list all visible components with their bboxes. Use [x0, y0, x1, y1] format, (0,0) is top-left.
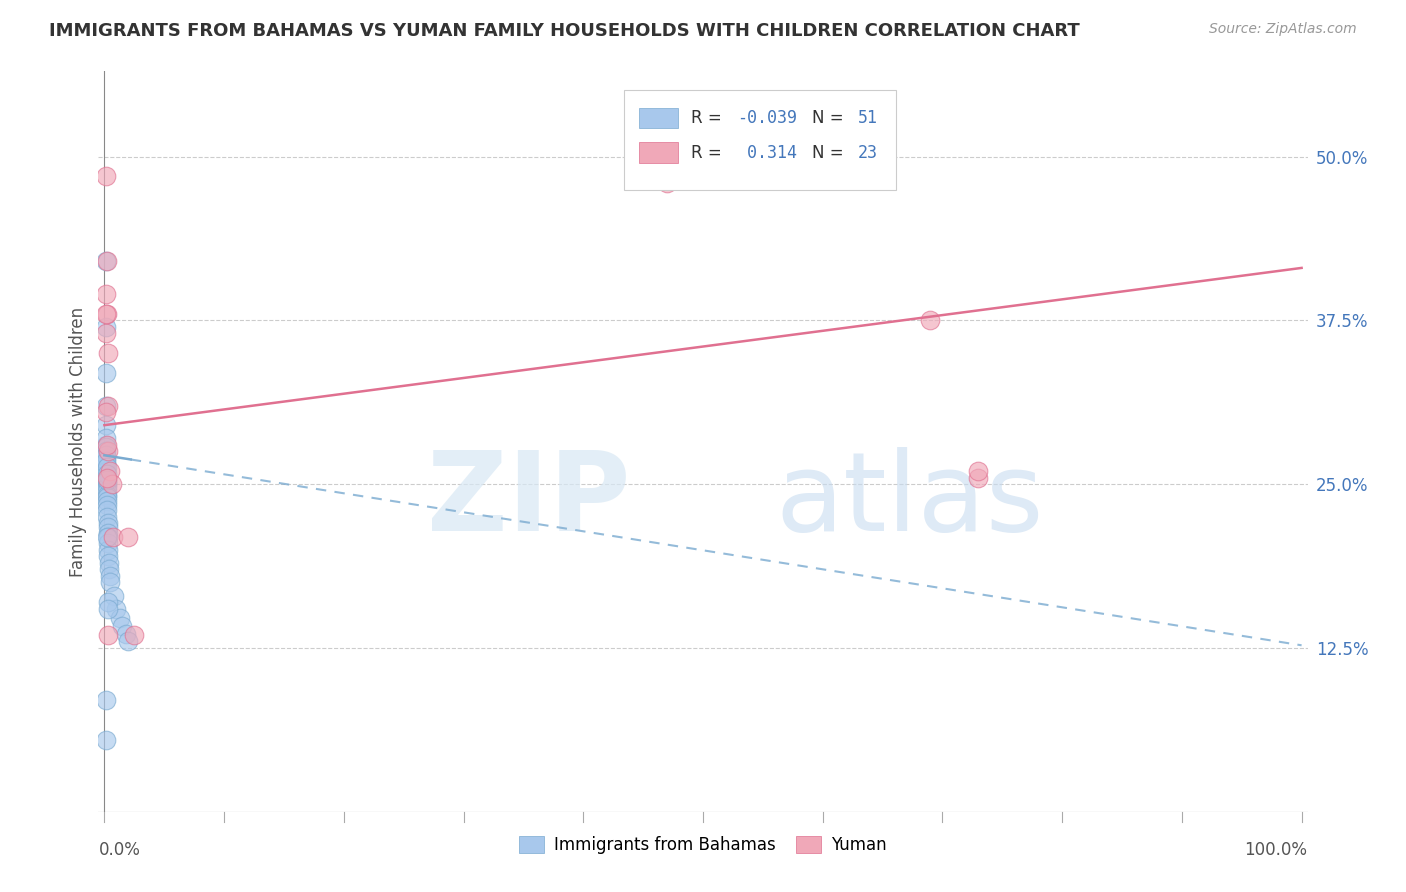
Point: [94, 448, 117, 462]
Point: [124, 628, 146, 642]
Point: [728, 162, 751, 177]
Point: [97, 628, 120, 642]
Point: [103, 589, 125, 603]
Point: [94, 470, 117, 484]
Point: [94, 418, 117, 433]
Point: [97, 542, 120, 557]
Point: [97, 444, 120, 458]
Point: [97, 525, 120, 540]
Point: [96, 460, 118, 475]
Point: [97, 601, 120, 615]
Text: 23: 23: [858, 144, 877, 161]
Point: [94, 405, 117, 419]
Point: [920, 313, 942, 327]
Point: [105, 601, 128, 615]
Point: [94, 444, 117, 458]
Point: [96, 498, 118, 512]
Point: [101, 530, 124, 544]
Point: [655, 176, 678, 190]
Text: N =: N =: [811, 144, 849, 161]
Point: [94, 399, 117, 413]
FancyBboxPatch shape: [624, 90, 897, 190]
Point: [96, 473, 118, 487]
Point: [96, 307, 118, 321]
Point: [111, 618, 134, 632]
Point: [94, 307, 117, 321]
Point: [94, 458, 117, 472]
Bar: [638, 143, 678, 163]
Point: [100, 477, 122, 491]
Point: [117, 634, 139, 648]
Text: 0.0%: 0.0%: [98, 841, 141, 859]
Point: [96, 509, 118, 524]
Text: 51: 51: [858, 109, 877, 127]
Point: [98, 562, 121, 576]
Point: [94, 732, 117, 747]
Point: [967, 464, 990, 478]
Point: [96, 470, 118, 484]
Text: R =: R =: [690, 109, 727, 127]
Text: IMMIGRANTS FROM BAHAMAS VS YUMAN FAMILY HOUSEHOLDS WITH CHILDREN CORRELATION CHA: IMMIGRANTS FROM BAHAMAS VS YUMAN FAMILY …: [49, 22, 1080, 40]
Point: [94, 169, 117, 184]
Legend: Immigrants from Bahamas, Yuman: Immigrants from Bahamas, Yuman: [515, 830, 891, 859]
Text: Source: ZipAtlas.com: Source: ZipAtlas.com: [1209, 22, 1357, 37]
Point: [94, 366, 117, 380]
Text: 0.314: 0.314: [737, 144, 797, 161]
Point: [94, 441, 117, 455]
Point: [97, 530, 120, 544]
Point: [96, 487, 118, 501]
Point: [96, 483, 118, 498]
Point: [96, 503, 118, 517]
Point: [96, 475, 118, 489]
Point: [94, 326, 117, 341]
Bar: [638, 108, 678, 128]
Point: [97, 346, 120, 360]
Point: [967, 470, 990, 484]
Point: [94, 438, 117, 452]
Text: 100.0%: 100.0%: [1244, 841, 1308, 859]
Point: [97, 399, 120, 413]
Point: [96, 530, 118, 544]
Point: [94, 693, 117, 707]
Point: [117, 530, 139, 544]
Point: [100, 464, 122, 478]
Point: [96, 477, 118, 491]
Point: [97, 536, 120, 550]
Text: atlas: atlas: [776, 447, 1045, 554]
Point: [96, 490, 118, 504]
Text: R =: R =: [690, 144, 727, 161]
Point: [94, 287, 117, 301]
Point: [96, 254, 118, 268]
Point: [97, 595, 120, 609]
Point: [108, 611, 131, 625]
Text: -0.039: -0.039: [737, 109, 797, 127]
Text: N =: N =: [811, 109, 849, 127]
Point: [97, 516, 120, 531]
Point: [100, 575, 122, 590]
Point: [97, 520, 120, 534]
Point: [94, 453, 117, 467]
Point: [97, 549, 120, 564]
Point: [98, 556, 121, 570]
Point: [94, 450, 117, 465]
Text: ZIP: ZIP: [427, 447, 630, 554]
Point: [94, 254, 117, 268]
Point: [94, 464, 117, 478]
Point: [94, 431, 117, 445]
Y-axis label: Family Households with Children: Family Households with Children: [69, 307, 87, 576]
Point: [100, 569, 122, 583]
Point: [94, 319, 117, 334]
Point: [115, 626, 138, 640]
Point: [96, 494, 118, 508]
Point: [96, 480, 118, 494]
Point: [96, 467, 118, 481]
Point: [96, 438, 118, 452]
